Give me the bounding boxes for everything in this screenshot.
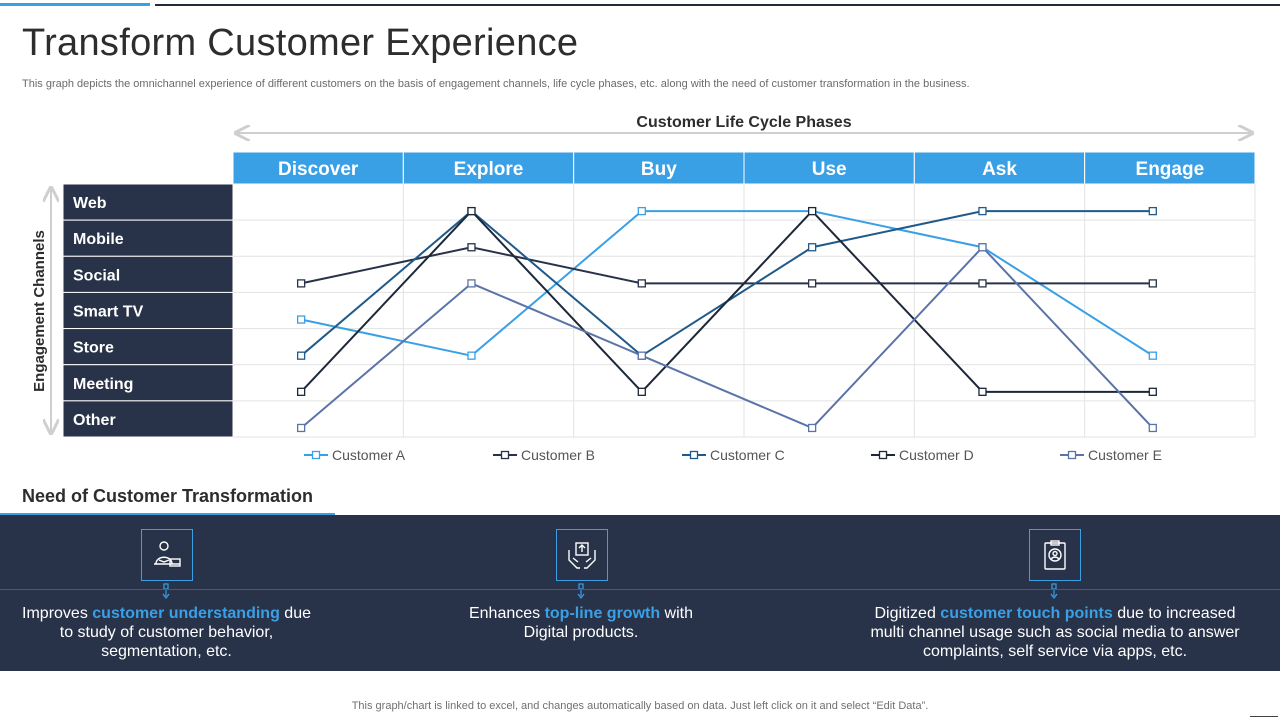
- customer-journey-chart: Customer Life Cycle Phases Engagement Cha…: [31, 114, 1256, 463]
- transformation-card-3-text: Digitized customer touch points due to i…: [870, 605, 1240, 660]
- data-point-customer-b-explore: [467, 243, 476, 252]
- column-header-use: [743, 151, 915, 185]
- row-label-other: Other: [73, 412, 116, 429]
- footer-note: This graph/chart is linked to excel, and…: [351, 700, 929, 712]
- column-label-engage: Engage: [1136, 159, 1205, 180]
- data-point-customer-e-use: [807, 423, 817, 433]
- data-point-customer-a-engage: [1148, 351, 1157, 360]
- legend-marker-customer-c: [689, 450, 699, 460]
- data-point-customer-a-discover: [296, 315, 306, 324]
- data-point-customer-e-engage: [1148, 423, 1157, 433]
- series-line-customer-a: [300, 210, 1154, 357]
- row-header-other: [62, 400, 234, 438]
- legend-label-customer-a: Customer A: [332, 447, 406, 463]
- x-axis-title: Customer Life Cycle Phases: [636, 114, 851, 131]
- data-point-customer-c-use: [807, 243, 817, 252]
- page-title: Transform Customer Experience: [22, 22, 579, 64]
- profile-clipboard-icon: [1029, 529, 1081, 581]
- data-point-customer-e-buy: [637, 351, 646, 360]
- column-label-discover: Discover: [278, 159, 359, 180]
- series-line-customer-e: [300, 245, 1154, 430]
- data-point-customer-b-buy: [637, 279, 646, 288]
- transformation-card-2-text: Enhances top-line growth with Digital pr…: [468, 605, 694, 641]
- data-point-customer-a-buy: [637, 206, 646, 216]
- corner-mark: [1250, 716, 1278, 717]
- transformation-panel: Improves customer understanding due to s…: [0, 515, 1280, 671]
- row-label-social: Social: [73, 267, 120, 284]
- person-support-icon: [141, 529, 193, 581]
- data-point-customer-c-discover: [296, 351, 306, 360]
- legend-marker-customer-e: [1067, 450, 1077, 460]
- legend-marker-customer-b: [500, 450, 510, 460]
- page-subtitle: This graph depicts the omnichannel exper…: [22, 78, 970, 90]
- y-axis-title: Engagement Channels: [31, 230, 48, 392]
- row-label-store: Store: [73, 340, 114, 357]
- data-point-customer-d-engage: [1148, 387, 1157, 396]
- data-point-customer-b-engage: [1148, 279, 1157, 288]
- legend-marker-customer-d: [878, 450, 888, 460]
- data-point-customer-b-discover: [296, 279, 306, 288]
- data-point-customer-d-ask: [978, 387, 987, 396]
- column-header-ask: [913, 151, 1086, 185]
- transformation-card-2: Enhances top-line growth with Digital pr…: [420, 515, 742, 671]
- data-point-customer-e-discover: [296, 423, 306, 433]
- column-header-buy: [573, 151, 745, 185]
- legend-label-customer-e: Customer E: [1088, 447, 1162, 463]
- series-line-customer-b: [300, 246, 1153, 285]
- data-point-customer-e-explore: [467, 279, 476, 288]
- legend-label-customer-b: Customer B: [521, 447, 595, 463]
- connector-icon: [1050, 583, 1058, 599]
- data-point-customer-b-ask: [978, 279, 987, 288]
- top-rule: [155, 4, 1280, 6]
- row-header-store: [62, 328, 234, 366]
- transformation-title: Need of Customer Transformation: [22, 486, 314, 506]
- legend-label-customer-c: Customer C: [710, 447, 785, 463]
- column-header-discover: [232, 151, 404, 185]
- data-point-customer-d-explore: [467, 206, 476, 216]
- column-label-ask: Ask: [982, 159, 1017, 180]
- legend-label-customer-d: Customer D: [899, 447, 974, 463]
- series-line-customer-d: [300, 209, 1153, 394]
- row-header-mobile: [62, 219, 234, 257]
- column-label-use: Use: [812, 159, 847, 180]
- data-point-customer-c-engage: [1148, 206, 1157, 216]
- data-point-customer-d-discover: [296, 387, 306, 396]
- row-label-web: Web: [73, 195, 107, 212]
- data-point-customer-d-buy: [637, 387, 646, 396]
- row-label-meeting: Meeting: [73, 376, 133, 393]
- panel-divider: [0, 589, 1280, 590]
- column-label-buy: Buy: [641, 159, 677, 180]
- transformation-card-1: Improves customer understanding due to s…: [0, 515, 333, 671]
- column-header-explore: [402, 151, 575, 185]
- connector-icon: [577, 583, 585, 599]
- hands-box-icon: [556, 529, 608, 581]
- row-header-meeting: [62, 364, 234, 402]
- row-label-smart-tv: Smart TV: [73, 304, 144, 321]
- row-label-mobile: Mobile: [73, 231, 124, 248]
- legend-marker-customer-a: [311, 450, 321, 460]
- transformation-card-3: Digitized customer touch points due to i…: [860, 515, 1250, 671]
- data-point-customer-a-explore: [467, 351, 476, 360]
- connector-icon: [162, 583, 170, 599]
- transformation-card-1-text: Improves customer understanding due to s…: [22, 605, 311, 660]
- data-point-customer-d-use: [807, 206, 817, 216]
- row-header-web: [62, 183, 234, 221]
- top-accent-line: [0, 3, 150, 6]
- data-point-customer-e-ask: [978, 243, 987, 252]
- data-point-customer-c-ask: [978, 206, 987, 216]
- column-header-engage: [1084, 151, 1256, 185]
- data-point-customer-b-use: [807, 279, 817, 288]
- column-label-explore: Explore: [454, 159, 524, 180]
- row-header-social: [62, 255, 234, 293]
